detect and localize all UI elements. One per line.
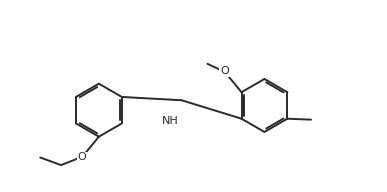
Text: NH: NH <box>162 116 179 126</box>
Text: O: O <box>220 66 229 76</box>
Text: O: O <box>77 152 86 162</box>
